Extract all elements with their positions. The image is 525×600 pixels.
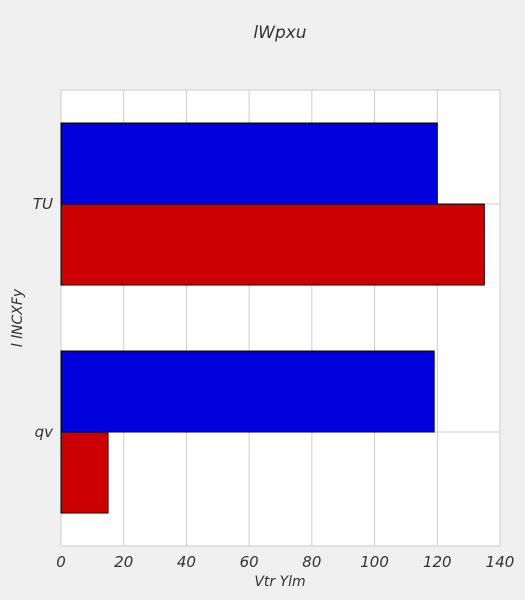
x-tick-label: 20 xyxy=(114,553,133,571)
bars xyxy=(60,122,485,514)
bar-qv-series-1 xyxy=(60,350,435,433)
y-tick-label: TU xyxy=(33,195,53,213)
x-tick-label: 100 xyxy=(360,553,389,571)
x-tick-label: 60 xyxy=(240,553,259,571)
x-tick-label: 0 xyxy=(56,553,66,571)
x-tick-label: 120 xyxy=(423,553,452,571)
bar-TU-series-2 xyxy=(60,203,485,286)
x-tick-label: 40 xyxy=(177,553,196,571)
bar-qv-series-2 xyxy=(60,431,109,514)
chart-title: lWpxu xyxy=(253,23,306,43)
x-axis-label: Vtr Ylm xyxy=(254,574,305,590)
x-tick-labels: 0 20 40 60 80 100 120 140 xyxy=(56,553,514,571)
y-tick-labels: TU qv xyxy=(33,195,54,441)
y-axis-label: l lNCXFy xyxy=(10,288,26,347)
y-tick-label: qv xyxy=(35,423,55,441)
x-tick-label: 80 xyxy=(302,553,321,571)
x-tick-label: 140 xyxy=(486,553,515,571)
bar-TU-series-1 xyxy=(60,122,438,205)
